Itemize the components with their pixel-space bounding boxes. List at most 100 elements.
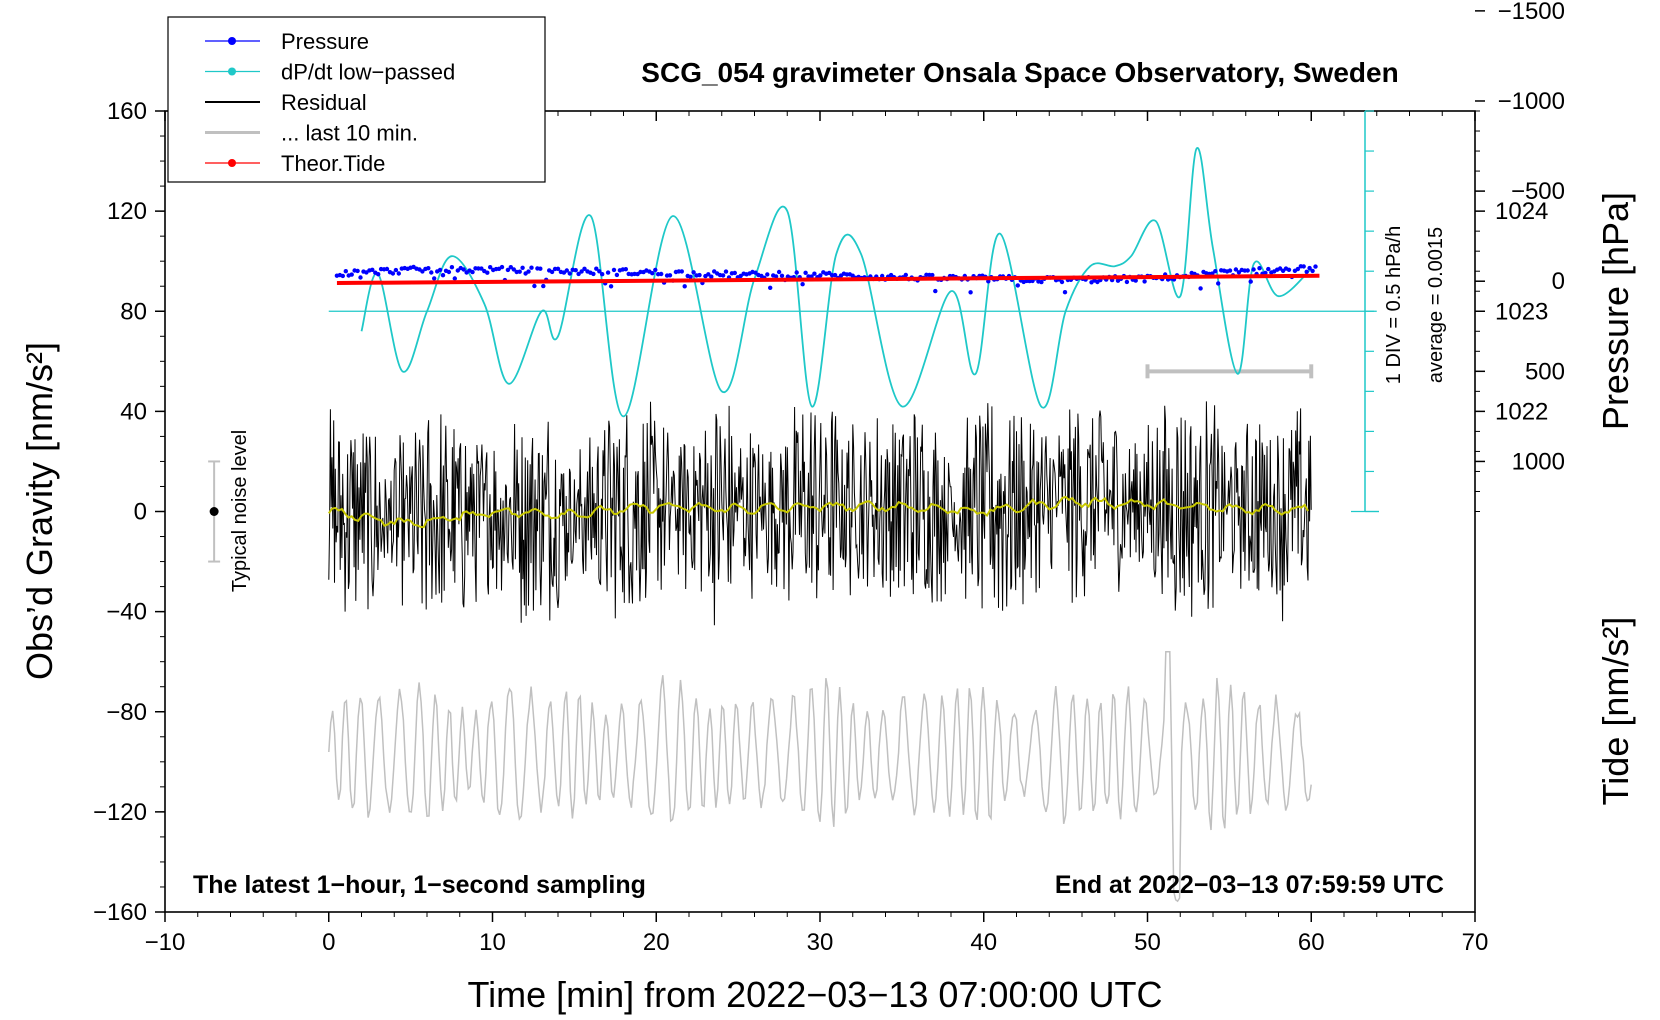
pressure-point [667,273,673,278]
pressure-point [538,266,543,271]
average-label: average = 0.0015 [1425,227,1447,383]
pressure-point [608,284,614,289]
pressure-point [479,266,484,271]
pressure-point [1266,266,1271,272]
pressure-point [720,273,726,278]
x-tick-label: 0 [322,929,335,956]
pressure-point [1304,269,1309,274]
pressure-point [659,271,664,277]
tide-tick-label: 500 [1525,358,1565,385]
x-tick-label: 60 [1298,929,1325,956]
tide-tick-label: 1000 [1512,448,1565,475]
pressure-point [1142,279,1147,284]
tide-tick-label: −500 [1511,178,1565,205]
pressure-point [1310,268,1315,274]
pressure-point [485,270,490,275]
pressure-point [1277,266,1283,271]
pressure-point [594,266,599,271]
legend: Pressure dP/dt low−passed Residual ... last… [167,16,546,183]
legend-items: Pressure dP/dt low−passed Residual ... last… [205,29,455,176]
pressure-point [1133,278,1138,283]
x-tick-label: −10 [145,929,186,956]
y-tick-label: −160 [93,899,147,926]
dpdt-series-line [360,147,1312,418]
pressure-point [1307,265,1312,271]
pressure-point [776,269,782,275]
pressure-point [579,269,584,274]
pressure-point [597,269,602,274]
pressure-point [420,269,425,274]
pressure-point [1216,281,1221,286]
y-tick-label: −80 [106,699,147,726]
legend-swatch-dot [228,37,236,45]
pressure-point [709,274,714,279]
pressure-point [1286,267,1292,272]
pressure-point [384,266,390,272]
x-tick-label: 30 [807,929,834,956]
pressure-point [653,267,658,273]
pressure-point [488,265,493,270]
pressure-point [1233,267,1239,272]
pressure-point [623,267,628,272]
pressure-point [452,276,457,281]
x-tick-label: 40 [970,929,997,956]
x-tick-label: 10 [479,929,506,956]
pressure-point [526,269,531,274]
pressure-point [1257,266,1262,271]
y-tick-label: 80 [120,298,147,325]
pressure-point [903,272,908,278]
pressure-point [564,268,569,273]
chart-title: SCG_054 gravimeter Onsala Space Observat… [641,57,1398,88]
legend-label: dP/dt low−passed [281,60,455,85]
pressure-point [429,270,434,275]
pressure-point [461,267,466,272]
x-tick-label: 50 [1134,929,1161,956]
pressure-point [370,267,375,272]
pressure-point [440,273,446,278]
pressure-point [529,265,534,270]
pressure-point [605,270,611,275]
pressure-tick-label: 1022 [1495,398,1548,425]
pressure-point [614,272,620,278]
pressure-point [355,268,360,274]
pressure-point [1198,286,1203,291]
y-tick-label: −40 [106,599,147,626]
pressure-point [600,272,605,277]
pressure-point [706,272,711,277]
pressure-point [930,272,935,278]
pressure-point [779,273,785,278]
pressure-point [499,264,505,270]
pressure-tick-label: 1024 [1495,198,1548,225]
pressure-point [1213,269,1218,274]
noise-center-dot [209,507,219,516]
axes-layer: −10 0 10 20 30 40 50 60 70 160 120 80 40 0 −40 −80 −120 −… [93,0,1565,956]
pressure-point [1248,279,1253,284]
pressure-point [933,288,938,294]
pressure-point [343,269,348,274]
pressure-point [390,271,396,276]
pressure-point [803,270,808,275]
residual-series-line [328,401,1312,626]
pressure-point [437,267,443,273]
pressure-point [765,272,770,277]
pressure-point [567,271,572,276]
pressure-point [511,267,516,272]
pressure-point [773,274,779,279]
pressure-point [1301,264,1306,269]
pressure-point [1251,267,1256,272]
pressure-point [968,290,973,295]
y-tick-label: 40 [120,398,147,425]
pressure-point [682,284,687,289]
pressure-point [555,266,561,271]
pressure-point [1062,290,1068,295]
pressure-point [426,266,431,271]
pressure-point [1015,283,1020,288]
pressure-tick-label: 1023 [1495,298,1548,325]
pressure-point [768,285,773,290]
pressure-point [573,268,578,273]
pressure-point [549,269,555,275]
legend-swatch-dot [228,67,236,76]
pressure-point [1039,279,1044,285]
y-tick-label: 120 [107,198,147,225]
